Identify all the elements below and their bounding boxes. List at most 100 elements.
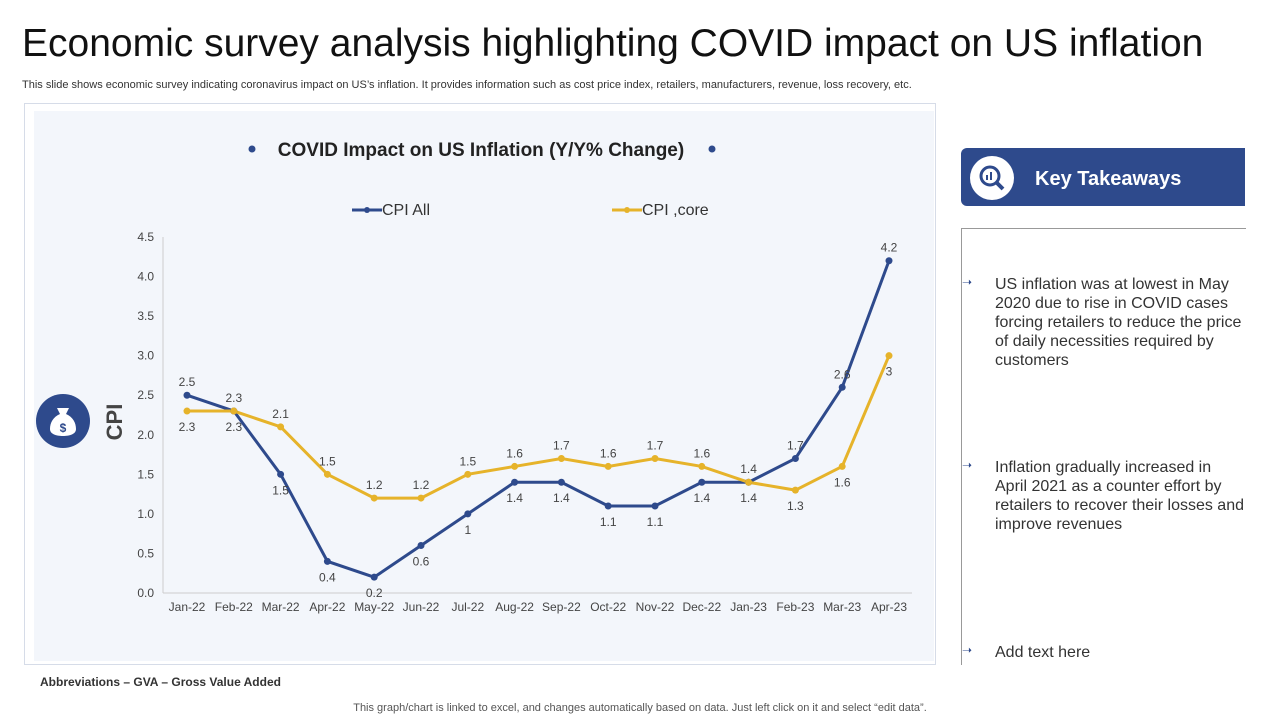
y-tick-label: 0.5 <box>137 546 154 560</box>
data-point <box>417 542 425 550</box>
chart-title: COVID Impact on US Inflation (Y/Y% Chang… <box>278 140 684 161</box>
data-label: 2.1 <box>272 407 289 421</box>
data-label: 1.6 <box>693 446 710 460</box>
data-point <box>604 462 612 470</box>
plot-background <box>34 111 934 661</box>
data-point <box>183 391 191 399</box>
data-point <box>885 257 893 265</box>
data-label: 1.4 <box>740 491 757 505</box>
data-point <box>370 573 378 581</box>
data-point <box>885 352 893 360</box>
x-tick-label: May-22 <box>354 600 394 614</box>
arrow-icon: ➝ <box>962 275 973 289</box>
legend-label: CPI All <box>382 202 430 219</box>
line-chart: COVID Impact on US Inflation (Y/Y% Chang… <box>102 140 912 614</box>
data-label: 1 <box>464 523 471 537</box>
x-tick-label: Oct-22 <box>590 600 626 614</box>
series-line <box>187 355 891 500</box>
takeaway-item: US inflation was at lowest in May 2020 d… <box>995 276 1242 369</box>
x-tick-label: Feb-22 <box>215 600 253 614</box>
data-label: 2.5 <box>179 375 196 389</box>
arrow-icon: ➝ <box>962 643 973 657</box>
page-subtitle: This slide shows economic survey indicat… <box>22 79 912 91</box>
data-label: 1.2 <box>413 478 430 492</box>
search-chart-icon <box>970 156 1014 200</box>
data-point <box>464 470 472 478</box>
data-label: 1.7 <box>647 439 664 453</box>
x-tick-label: Sep-22 <box>542 600 581 614</box>
data-label: 1.5 <box>272 483 289 497</box>
x-tick-label: Jan-23 <box>730 600 767 614</box>
data-point <box>370 494 378 502</box>
data-label: 1.5 <box>459 454 476 468</box>
takeaways-panel <box>961 228 1246 665</box>
data-label: 1.4 <box>740 462 757 476</box>
data-label: 2.3 <box>225 391 242 405</box>
x-tick-label: Apr-22 <box>309 600 345 614</box>
data-label: 1.1 <box>647 515 664 529</box>
y-axis-label: CPI <box>102 404 127 441</box>
data-point <box>511 462 519 470</box>
data-point <box>651 502 659 510</box>
x-tick-label: Apr-23 <box>871 600 907 614</box>
data-point <box>511 478 519 486</box>
data-label: 1.5 <box>319 454 336 468</box>
data-point <box>651 455 659 463</box>
y-tick-label: 3.5 <box>137 309 154 323</box>
data-label: 1.4 <box>693 491 710 505</box>
legend-label: CPI ,core <box>642 202 709 219</box>
x-tick-label: Jun-22 <box>403 600 440 614</box>
y-tick-label: 3.0 <box>137 349 154 363</box>
data-point <box>183 407 191 415</box>
data-point <box>417 494 425 502</box>
y-tick-label: 1.5 <box>137 467 154 481</box>
data-point <box>323 470 331 478</box>
x-tick-label: Mar-23 <box>823 600 861 614</box>
svg-text:$: $ <box>60 421 67 435</box>
data-point <box>277 470 285 478</box>
page-title: Economic survey analysis highlighting CO… <box>22 22 1204 65</box>
x-tick-label: Jan-22 <box>169 600 206 614</box>
legend-marker <box>364 207 370 213</box>
title-dot-right <box>708 145 716 153</box>
data-point <box>838 383 846 391</box>
data-point <box>838 462 846 470</box>
data-label: 4.2 <box>881 241 898 255</box>
data-label: 1.3 <box>787 499 804 513</box>
data-label: 1.7 <box>553 439 570 453</box>
data-point <box>277 423 285 431</box>
data-point <box>557 478 565 486</box>
data-label: 0.4 <box>319 570 336 584</box>
data-label: 2.3 <box>225 420 242 434</box>
legend-marker <box>624 207 630 213</box>
data-label: 0.2 <box>366 586 383 600</box>
arrow-icon: ➝ <box>962 458 973 472</box>
x-tick-label: Feb-23 <box>776 600 814 614</box>
data-point <box>698 478 706 486</box>
data-label: 0.6 <box>413 555 430 569</box>
data-label: 1.2 <box>366 478 383 492</box>
data-point <box>464 510 472 518</box>
series-line <box>186 260 891 579</box>
data-point <box>323 557 331 565</box>
title-dot-left <box>248 145 256 153</box>
data-label: 1.6 <box>834 475 851 489</box>
data-point <box>557 455 565 463</box>
x-tick-label: Jul-22 <box>451 600 484 614</box>
x-tick-label: Dec-22 <box>682 600 721 614</box>
data-point <box>745 478 753 486</box>
money-bag-icon: $ <box>36 394 90 448</box>
data-point <box>698 462 706 470</box>
data-label: 1.6 <box>600 446 617 460</box>
footer-note: This graph/chart is linked to excel, and… <box>353 702 927 714</box>
y-tick-label: 1.0 <box>137 507 154 521</box>
data-label: 1.1 <box>600 515 617 529</box>
data-label: 1.6 <box>506 446 523 460</box>
data-point <box>604 502 612 510</box>
data-point <box>791 486 799 494</box>
data-label: 1.4 <box>506 491 523 505</box>
data-label: 1.7 <box>787 439 804 453</box>
data-label: 2.3 <box>179 420 196 434</box>
y-tick-label: 2.5 <box>137 388 154 402</box>
y-tick-label: 4.5 <box>137 230 154 244</box>
